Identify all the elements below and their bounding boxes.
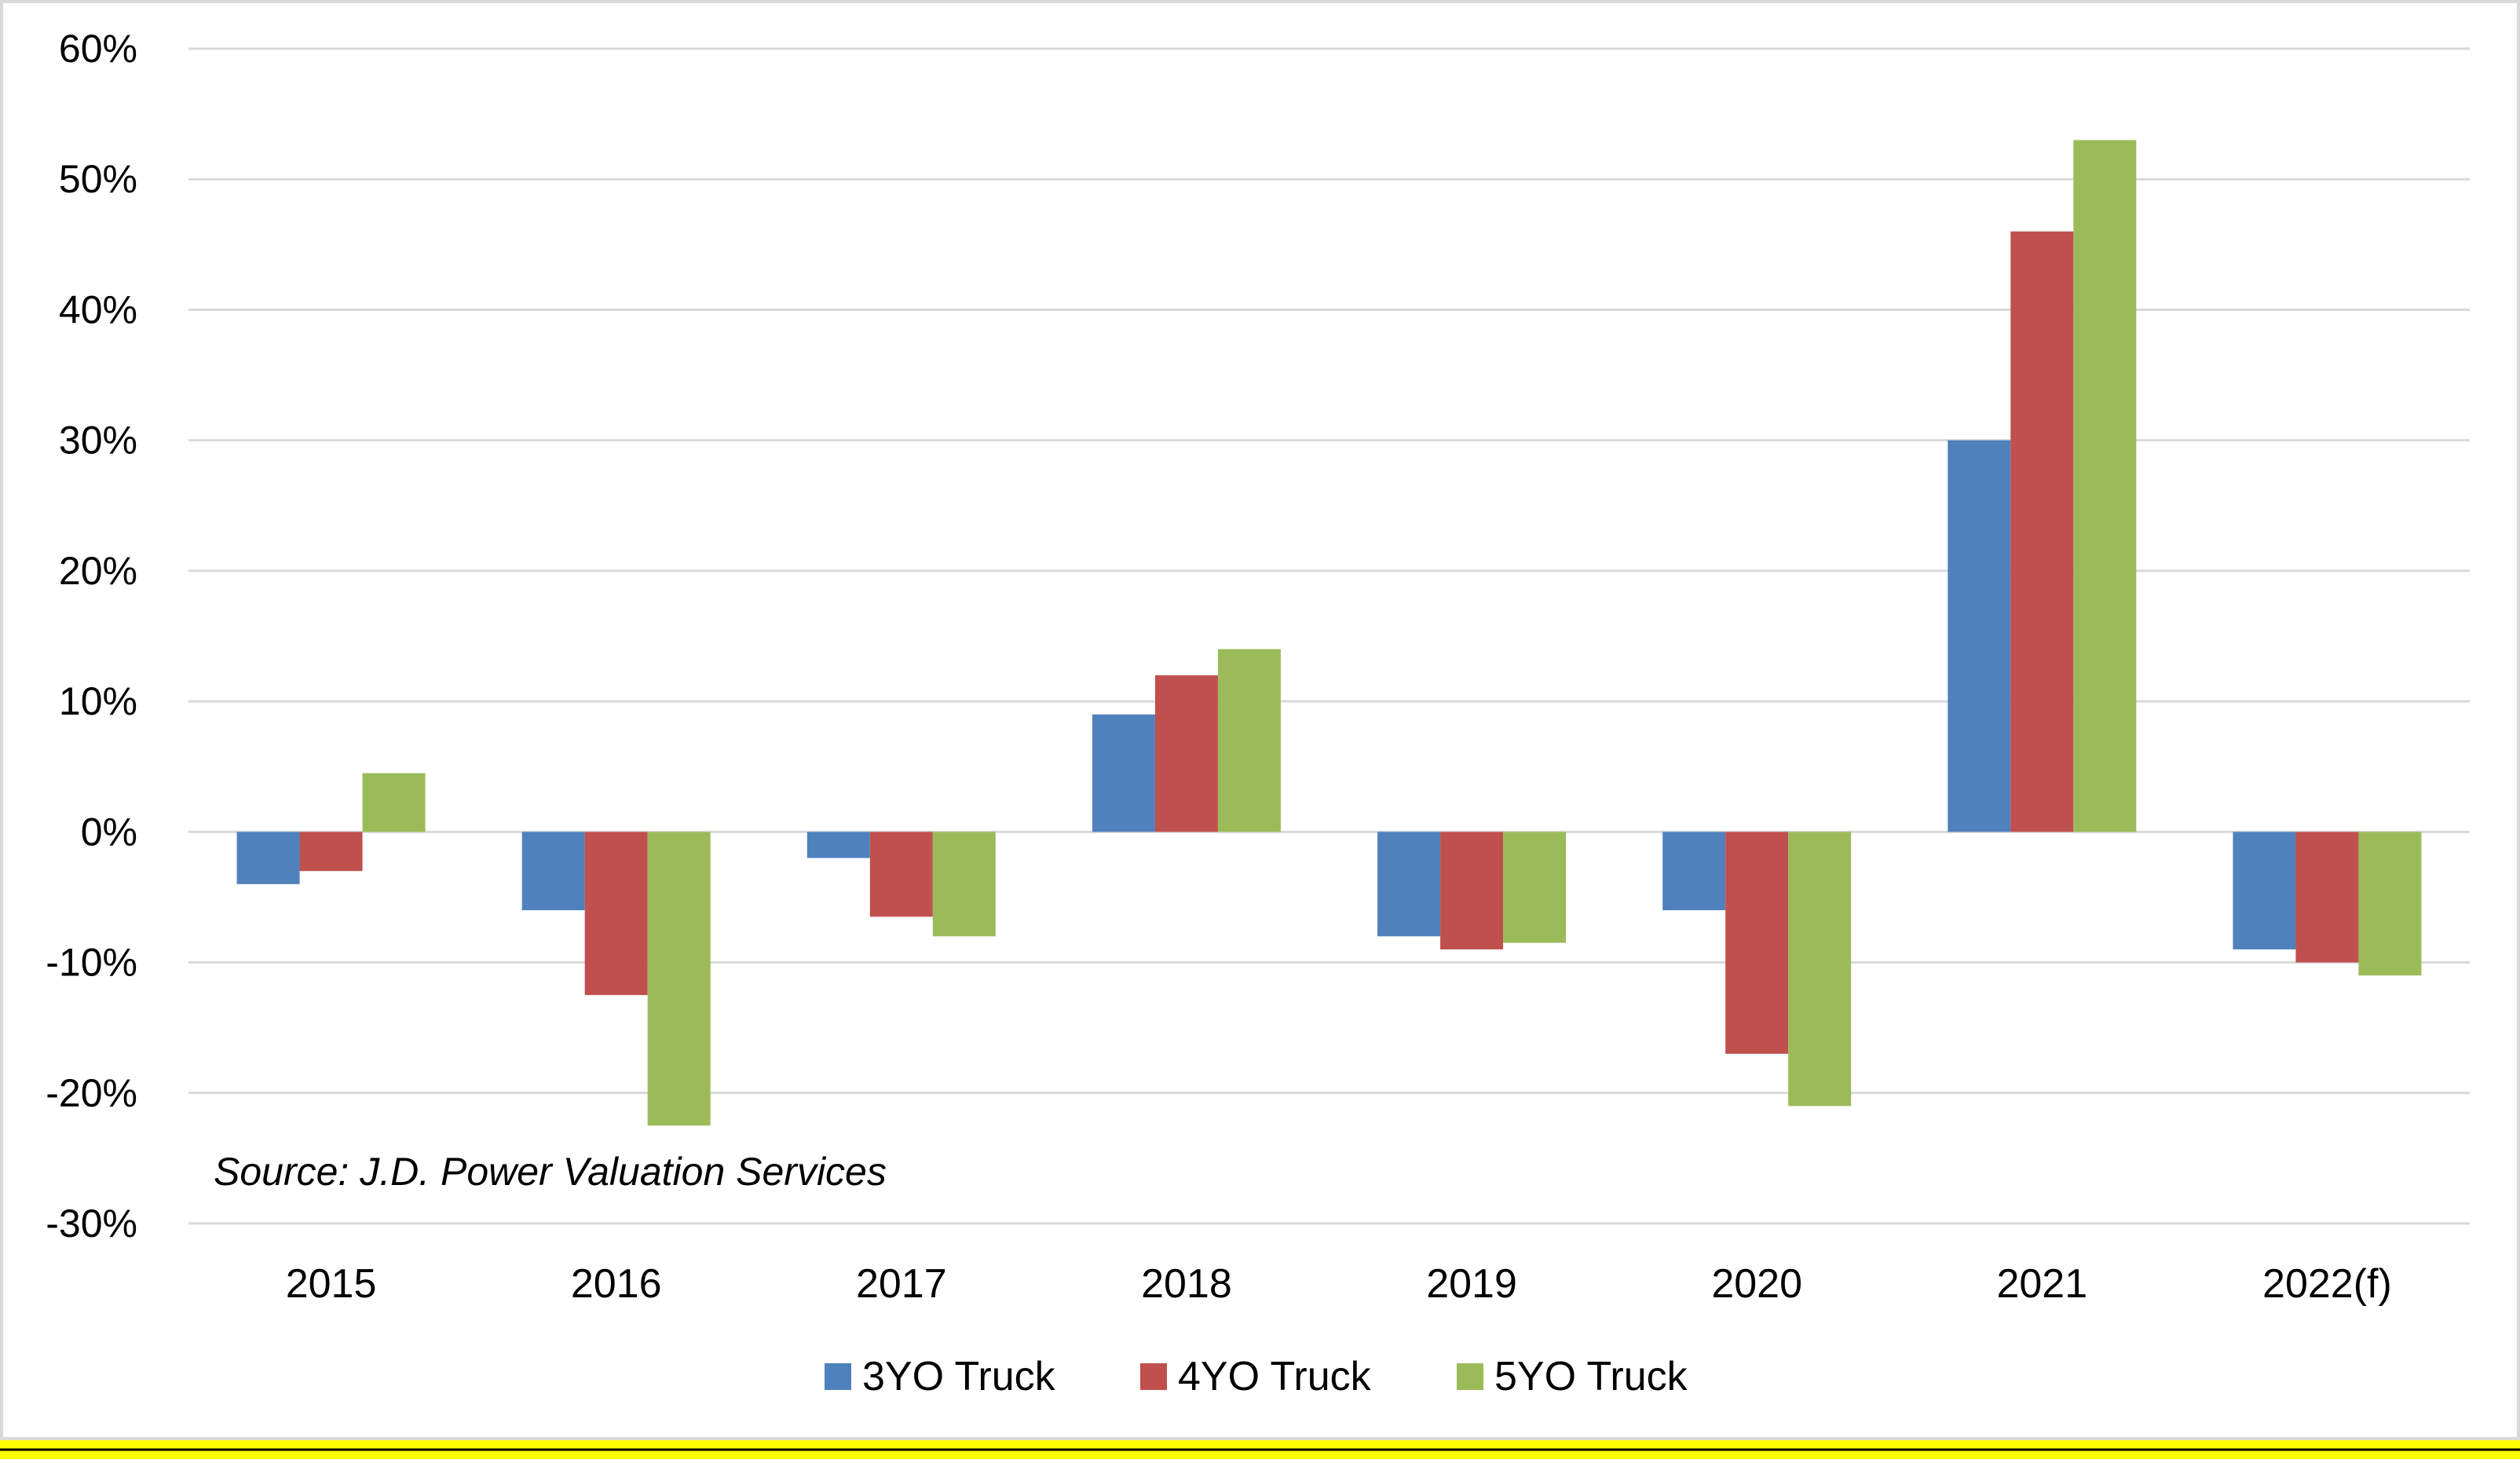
bar-4yo-truck bbox=[2295, 832, 2359, 963]
bars bbox=[236, 140, 2422, 1126]
bar-5yo-truck bbox=[932, 832, 996, 937]
y-tick-label: 30% bbox=[59, 419, 137, 463]
bar-5yo-truck bbox=[1217, 649, 1281, 832]
bar-4yo-truck bbox=[299, 832, 363, 872]
x-tick-label: 2018 bbox=[1141, 1261, 1232, 1307]
bar-3yo-truck bbox=[1948, 440, 2011, 832]
x-tick-label: 2019 bbox=[1426, 1261, 1517, 1307]
bar-3yo-truck bbox=[2233, 832, 2296, 949]
bar-4yo-truck bbox=[869, 832, 933, 917]
y-tick-label: 40% bbox=[59, 287, 137, 331]
bar-5yo-truck bbox=[647, 832, 711, 1126]
legend-label: 4YO Truck bbox=[1178, 1354, 1372, 1399]
bar-5yo-truck bbox=[362, 773, 426, 832]
y-tick-label: 10% bbox=[59, 679, 137, 723]
y-tick-label: 50% bbox=[59, 157, 137, 201]
y-tick-label: -20% bbox=[46, 1071, 137, 1115]
bar-4yo-truck bbox=[2010, 231, 2074, 832]
legend: 3YO Truck 4YO Truck 5YO Truck bbox=[825, 1354, 1688, 1399]
legend-swatch bbox=[1140, 1363, 1167, 1390]
bar-3yo-truck bbox=[806, 832, 870, 858]
legend-label: 3YO Truck bbox=[862, 1354, 1056, 1399]
bar-5yo-truck bbox=[2073, 140, 2137, 832]
y-tick-label: 0% bbox=[81, 810, 137, 854]
x-tick-label: 2022(f) bbox=[2262, 1261, 2392, 1307]
bar-3yo-truck bbox=[1662, 832, 1726, 911]
x-tick-label: 2017 bbox=[856, 1261, 947, 1307]
source-annotation: Source: J.D. Power Valuation Services bbox=[214, 1150, 887, 1194]
y-tick-label: -30% bbox=[46, 1201, 137, 1245]
gridlines bbox=[188, 47, 2470, 1225]
bar-4yo-truck bbox=[1725, 832, 1789, 1054]
y-tick-label: 60% bbox=[59, 27, 137, 71]
bar-4yo-truck bbox=[584, 832, 648, 996]
legend-label: 5YO Truck bbox=[1494, 1354, 1688, 1399]
x-tick-label: 2015 bbox=[286, 1261, 377, 1307]
y-tick-label: 20% bbox=[59, 549, 137, 593]
bar-5yo-truck bbox=[2358, 832, 2422, 976]
bar-5yo-truck bbox=[1788, 832, 1852, 1106]
bar-4yo-truck bbox=[1440, 832, 1504, 949]
bar-5yo-truck bbox=[1503, 832, 1567, 943]
x-tick-label: 2020 bbox=[1711, 1261, 1802, 1307]
bar-3yo-truck bbox=[236, 832, 300, 884]
bar-3yo-truck bbox=[1377, 832, 1441, 937]
legend-swatch bbox=[825, 1363, 851, 1390]
x-tick-label: 2021 bbox=[1996, 1261, 2087, 1307]
x-tick-label: 2016 bbox=[571, 1261, 662, 1307]
y-tick-label: -10% bbox=[46, 941, 137, 985]
legend-swatch bbox=[1457, 1363, 1483, 1390]
bar-3yo-truck bbox=[521, 832, 585, 911]
y-axis-tick-labels: -30% -20% -10% 0% 10% 20% 30% 40% 50% 60% bbox=[46, 27, 137, 1245]
bar-3yo-truck bbox=[1092, 714, 1155, 832]
bar-4yo-truck bbox=[1154, 675, 1218, 832]
x-axis-tick-labels: 2015 2016 2017 2018 2019 2020 2021 2022(f) bbox=[286, 1261, 2392, 1307]
